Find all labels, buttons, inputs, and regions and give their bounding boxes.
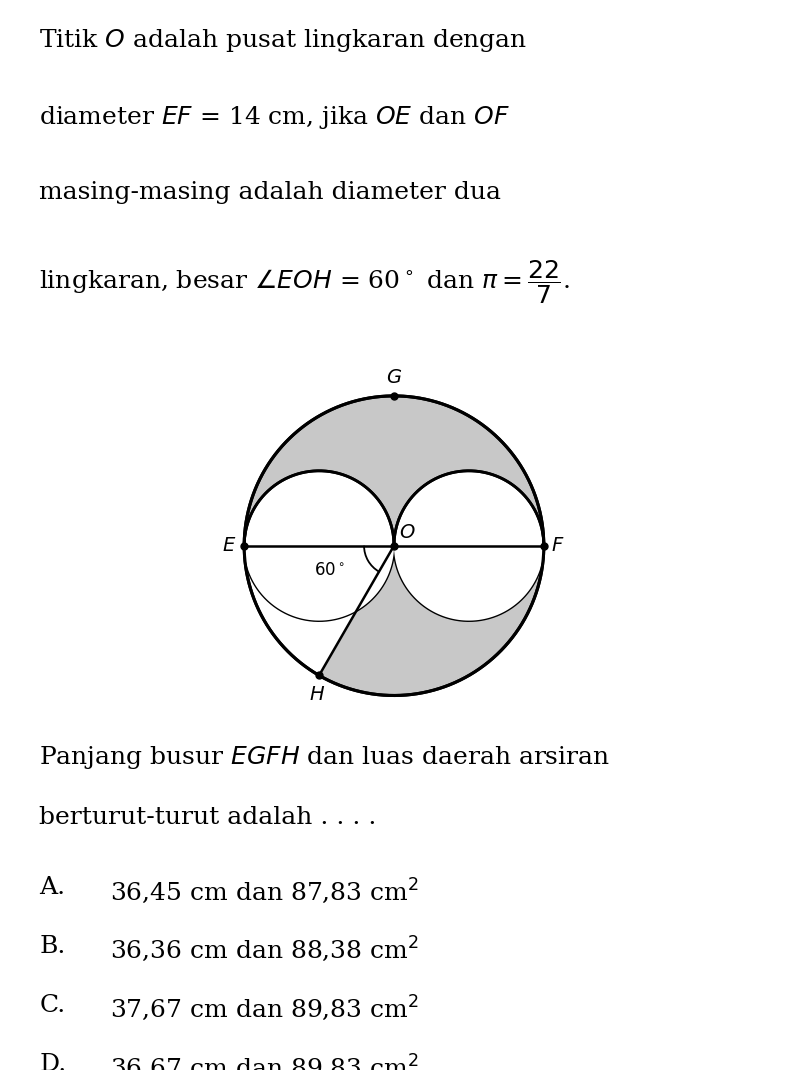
Text: D.: D. (39, 1053, 67, 1070)
Text: diameter $EF$ = 14 cm, jika $OE$ dan $OF$: diameter $EF$ = 14 cm, jika $OE$ dan $OF… (39, 104, 511, 131)
Text: C.: C. (39, 994, 65, 1016)
Polygon shape (394, 471, 544, 546)
Text: $O$: $O$ (400, 524, 416, 542)
Text: $G$: $G$ (386, 369, 402, 387)
Text: $E$: $E$ (222, 537, 236, 554)
Text: 36,45 cm dan 87,83 cm$^2$: 36,45 cm dan 87,83 cm$^2$ (110, 876, 419, 905)
Text: $60^\circ$: $60^\circ$ (314, 562, 345, 579)
Text: Panjang busur $EGFH$ dan luas daerah arsiran: Panjang busur $EGFH$ dan luas daerah ars… (39, 744, 611, 770)
Polygon shape (244, 546, 394, 621)
Text: 37,67 cm dan 89,83 cm$^2$: 37,67 cm dan 89,83 cm$^2$ (110, 994, 419, 1023)
Text: $F$: $F$ (552, 537, 565, 554)
Polygon shape (244, 396, 544, 546)
Polygon shape (394, 546, 544, 621)
Text: lingkaran, besar $\angle EOH$ = 60$^\circ$ dan $\pi = \dfrac{22}{7}$.: lingkaran, besar $\angle EOH$ = 60$^\cir… (39, 258, 570, 306)
Text: 36,67 cm dan 89,83 cm$^2$: 36,67 cm dan 89,83 cm$^2$ (110, 1053, 419, 1070)
Text: Titik $O$ adalah pusat lingkaran dengan: Titik $O$ adalah pusat lingkaran dengan (39, 27, 528, 54)
Text: 36,36 cm dan 88,38 cm$^2$: 36,36 cm dan 88,38 cm$^2$ (110, 935, 418, 964)
Text: $H$: $H$ (309, 686, 325, 704)
Text: berturut-turut adalah . . . .: berturut-turut adalah . . . . (39, 806, 377, 828)
Polygon shape (319, 546, 544, 696)
Polygon shape (244, 471, 394, 546)
Text: A.: A. (39, 876, 65, 899)
Text: B.: B. (39, 935, 65, 958)
Text: masing-masing adalah diameter dua: masing-masing adalah diameter dua (39, 181, 501, 203)
